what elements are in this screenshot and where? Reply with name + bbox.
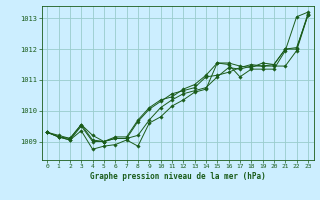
X-axis label: Graphe pression niveau de la mer (hPa): Graphe pression niveau de la mer (hPa): [90, 172, 266, 181]
